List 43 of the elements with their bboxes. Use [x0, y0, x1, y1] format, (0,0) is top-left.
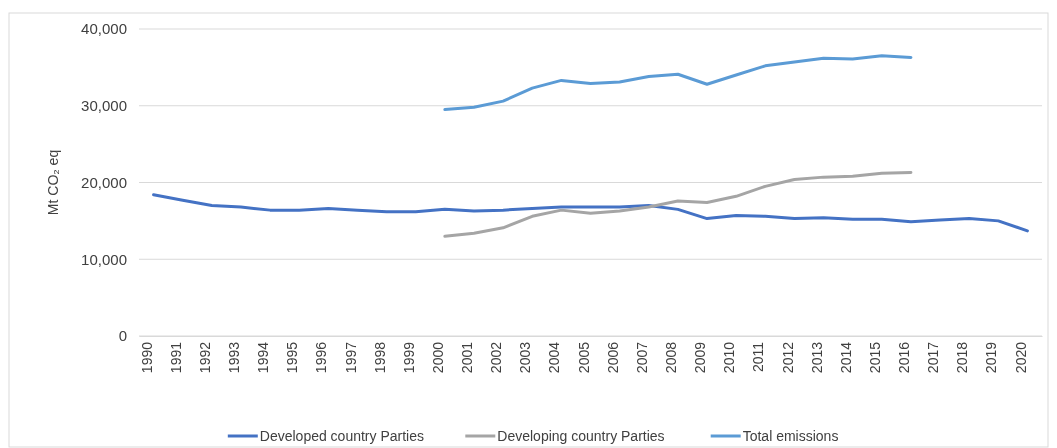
y-tick-label: 40,000 — [81, 20, 127, 38]
x-tick-label: 2000 — [429, 341, 446, 374]
x-tick-label: 2002 — [488, 341, 505, 374]
x-tick-label: 2005 — [575, 341, 592, 374]
x-tick-label: 2006 — [604, 341, 621, 374]
x-tick-label: 1999 — [400, 341, 417, 374]
x-tick-label: 2007 — [633, 341, 650, 374]
x-tick-label: 2010 — [721, 341, 738, 374]
legend-label: Developing country Parties — [497, 428, 665, 444]
x-tick-label: 1994 — [255, 341, 272, 374]
x-tick-label: 1992 — [196, 341, 213, 374]
y-tick-label: 0 — [118, 327, 127, 345]
x-tick-label: 2020 — [1012, 341, 1029, 374]
line-series — [152, 193, 1029, 233]
x-tick-label: 2003 — [517, 341, 534, 374]
x-tick-label: 2004 — [546, 341, 563, 374]
x-tick-label: 1991 — [167, 341, 184, 374]
legend-label: Developed country Parties — [259, 428, 424, 444]
y-axis-title: Mt CO₂ eq — [45, 149, 61, 216]
x-tick-label: 2015 — [866, 341, 883, 374]
line-series — [443, 171, 913, 238]
x-tick-label: 2014 — [837, 341, 854, 374]
x-tick-label: 2009 — [692, 341, 709, 374]
x-tick-label: 1998 — [371, 341, 388, 374]
x-tick-label: 2001 — [459, 341, 476, 374]
x-tick-label: 2011 — [750, 341, 767, 373]
y-tick-label: 30,000 — [81, 97, 127, 115]
x-tick-label: 1993 — [226, 341, 243, 374]
x-tick-label: 2012 — [779, 341, 796, 374]
y-tick-label: 20,000 — [81, 173, 127, 191]
x-tick-label: 1990 — [138, 341, 155, 374]
x-tick-label: 2016 — [896, 341, 913, 374]
x-tick-label: 1997 — [342, 341, 359, 374]
x-tick-label: 2018 — [954, 341, 971, 374]
x-tick-label: 1995 — [284, 341, 301, 374]
x-tick-label: 2017 — [925, 341, 942, 374]
x-tick-label: 2013 — [808, 341, 825, 374]
x-tick-label: 2008 — [662, 341, 679, 374]
line-series — [443, 54, 913, 112]
legend-label: Total emissions — [742, 428, 839, 444]
x-tick-label: 1996 — [313, 341, 330, 374]
x-tick-label: 2019 — [983, 341, 1000, 374]
y-tick-label: 10,000 — [81, 250, 127, 268]
